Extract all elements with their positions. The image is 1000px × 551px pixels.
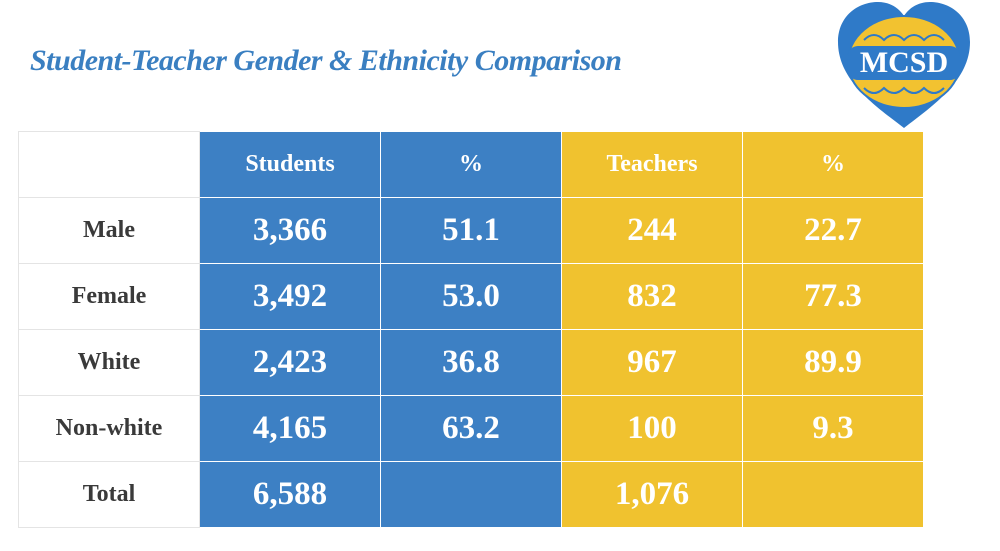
row-label: White xyxy=(18,329,200,396)
table-cell: 1,076 xyxy=(561,461,743,528)
row-label: Female xyxy=(18,263,200,330)
table-row: Male 3,366 51.1 244 22.7 xyxy=(18,197,924,264)
table-row: Female 3,492 53.0 832 77.3 xyxy=(18,263,924,330)
table-cell: 3,492 xyxy=(199,263,381,330)
logo-text: MCSD xyxy=(860,46,948,79)
table-cell: 4,165 xyxy=(199,395,381,462)
table-cell xyxy=(742,461,924,528)
logo-folds xyxy=(863,34,945,94)
table-cell: 63.2 xyxy=(380,395,562,462)
row-label: Non-white xyxy=(18,395,200,462)
corner-cell xyxy=(18,131,200,198)
table-cell: 3,366 xyxy=(199,197,381,264)
page-title: Student-Teacher Gender & Ethnicity Compa… xyxy=(30,44,622,77)
table-cell: 832 xyxy=(561,263,743,330)
table-row: Total 6,588 1,076 xyxy=(18,461,924,528)
column-header: % xyxy=(380,131,562,198)
table-cell: 2,423 xyxy=(199,329,381,396)
column-header: % xyxy=(742,131,924,198)
comparison-table: Students% Teachers% Male 3,366 51.1 244 22.7 Fe… xyxy=(18,131,924,528)
header-row: Students% Teachers% xyxy=(18,131,924,198)
logo: MCSD xyxy=(838,2,970,128)
table-cell: 967 xyxy=(561,329,743,396)
column-header: Students xyxy=(199,131,381,198)
table-cell: 36.8 xyxy=(380,329,562,396)
row-label: Male xyxy=(18,197,200,264)
table-cell: 89.9 xyxy=(742,329,924,396)
table-cell: 53.0 xyxy=(380,263,562,330)
table-row: Non-white 4,165 63.2 100 9.3 xyxy=(18,395,924,462)
table-cell: 6,588 xyxy=(199,461,381,528)
table-row: White 2,423 36.8 967 89.9 xyxy=(18,329,924,396)
logo-band xyxy=(848,46,960,80)
table-cell: 9.3 xyxy=(742,395,924,462)
table-cell: 244 xyxy=(561,197,743,264)
table-cell: 77.3 xyxy=(742,263,924,330)
table-cell: 100 xyxy=(561,395,743,462)
table-cell: 22.7 xyxy=(742,197,924,264)
column-header: Teachers xyxy=(561,131,743,198)
table-cell xyxy=(380,461,562,528)
table-cell: 51.1 xyxy=(380,197,562,264)
row-label: Total xyxy=(18,461,200,528)
